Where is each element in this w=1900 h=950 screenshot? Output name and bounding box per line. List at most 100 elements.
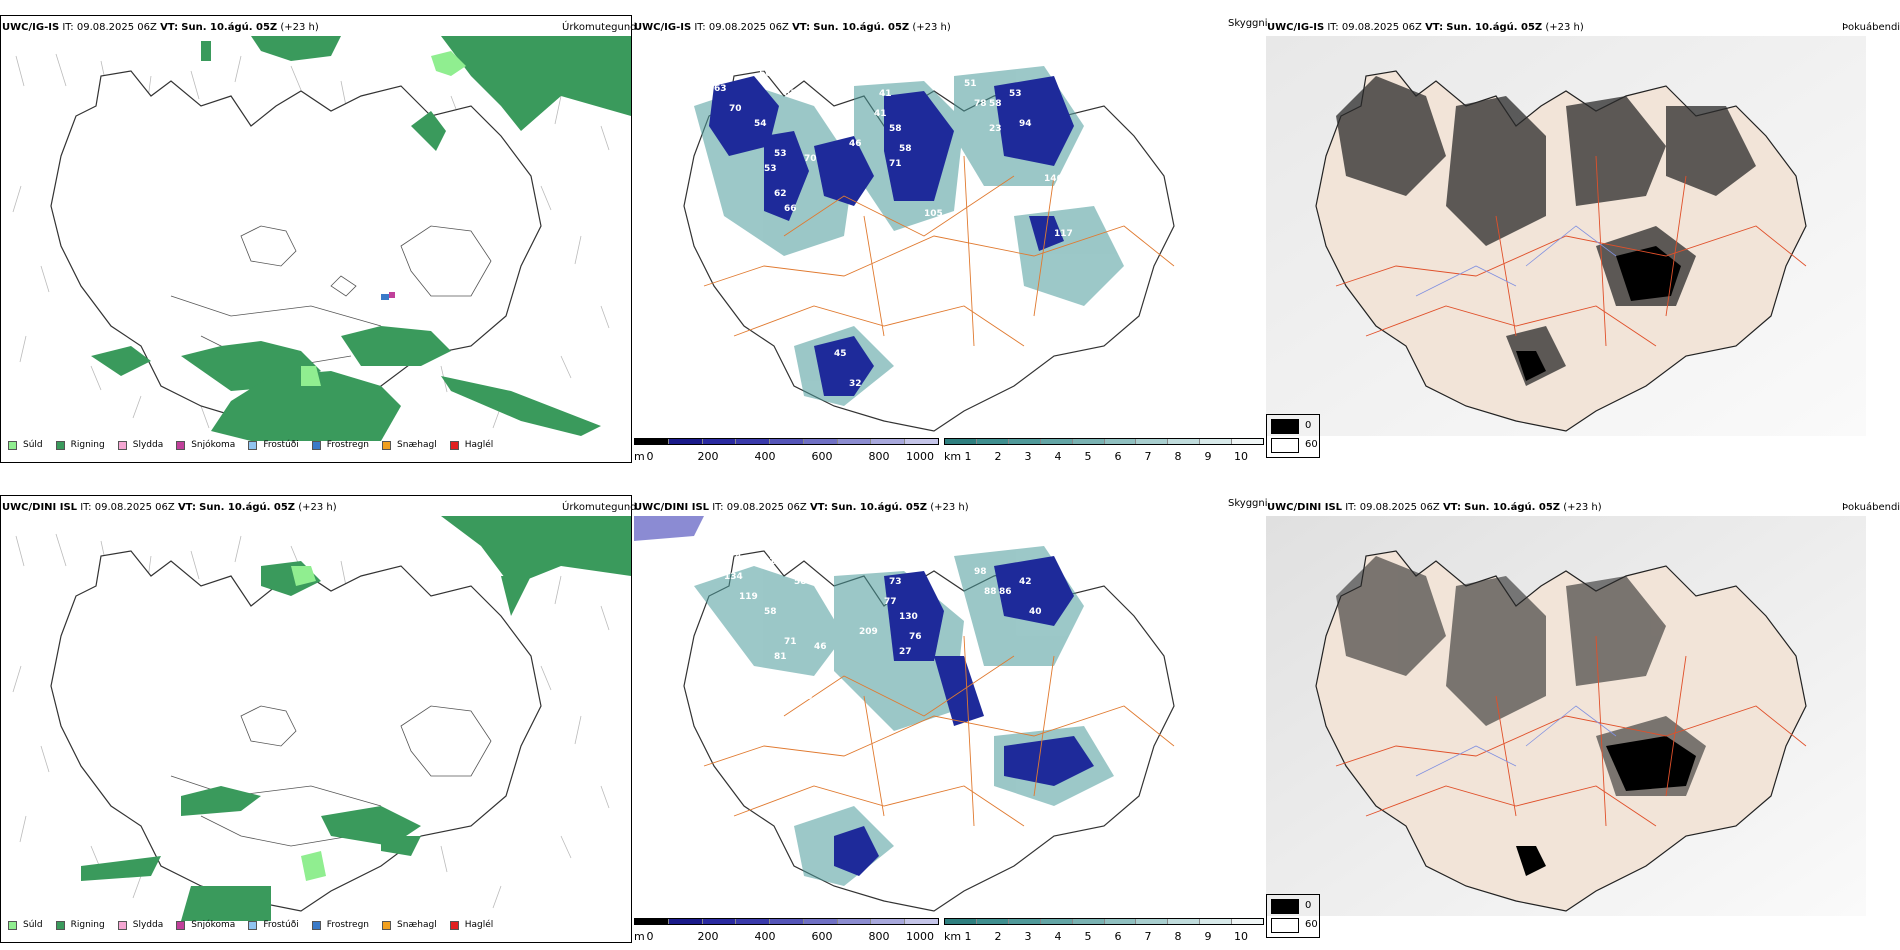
visibility-value-label: 76 xyxy=(909,632,922,642)
visibility-tick: 5 xyxy=(1084,450,1092,463)
visibility-value-label: 73 xyxy=(889,577,902,587)
visibility-value-label: 88 xyxy=(984,587,997,597)
visibility-value-label: 81 xyxy=(784,89,797,99)
visibility-value-label: 62 xyxy=(774,189,787,199)
precip-legend: Súld Rigning Slydda Snjókoma Frostúði Fr… xyxy=(8,920,506,930)
visibility-value-label: 40 xyxy=(1029,607,1042,617)
visibility-tick: 8 xyxy=(1174,450,1182,463)
visibility-value-label: 53 xyxy=(764,164,777,174)
height-colorbar: m 0 200 400 600 800 1000 xyxy=(634,438,939,466)
visibility-value-label: 41 xyxy=(879,89,892,99)
visibility-value-label: 146 xyxy=(1044,174,1063,184)
visibility-value-label: 78 xyxy=(974,99,987,109)
visibility-value-label: 58 xyxy=(989,99,1002,109)
height-tick: 400 xyxy=(754,450,776,463)
height-unit: m xyxy=(634,450,645,463)
visibility-value-label: 63 xyxy=(714,84,727,94)
visibility-value-label: 10 xyxy=(769,557,782,567)
visibility-value-label: 46 xyxy=(814,642,827,652)
legend-item: Slydda xyxy=(117,440,163,450)
visibility-tick: 1 xyxy=(964,450,972,463)
visibility-value-label: 71 xyxy=(784,637,797,647)
legend-item: Súld xyxy=(8,440,43,450)
visibility-tick: 10 xyxy=(1234,450,1248,463)
legend-item: Snæhagl xyxy=(382,440,437,450)
visibility-value-label: 130 xyxy=(899,612,918,622)
visibility-value-label: 62 xyxy=(844,319,857,329)
visibility-value-label: 77 xyxy=(884,597,897,607)
visibility-header: UWC/IG-IS IT: 09.08.2025 06Z VT: Sun. 10… xyxy=(634,22,951,33)
visibility-title: Skyggni xyxy=(1228,498,1268,509)
visibility-tick: 3 xyxy=(1024,930,1032,943)
legend-item: Snjókoma xyxy=(176,920,235,930)
visibility-value-label: 80 xyxy=(784,677,797,687)
fog-legend: 0 60 xyxy=(1266,414,1320,458)
precip-legend: Súld Rigning Slydda Snjókoma Frostúði Fr… xyxy=(8,440,506,450)
visibility-colorbar: km 1 2 3 4 5 6 7 8 9 10 xyxy=(944,918,1264,946)
visibility-tick: 9 xyxy=(1204,930,1212,943)
visibility-colorbar: km 1 2 3 4 5 6 7 8 9 10 xyxy=(944,438,1264,466)
visibility-header: UWC/DINI ISL IT: 09.08.2025 06Z VT: Sun.… xyxy=(634,502,969,513)
height-tick: 0 xyxy=(646,450,654,463)
visibility-tick: 6 xyxy=(1114,930,1122,943)
visibility-title: Skyggni xyxy=(1228,18,1268,29)
visibility-tick: 4 xyxy=(1054,930,1062,943)
precip-map[interactable] xyxy=(1,36,631,441)
visibility-tick: 3 xyxy=(1024,450,1032,463)
precip-map-frame xyxy=(0,15,632,463)
row-2: UWC/DINI ISL IT: 09.08.2025 06Z VT: Sun.… xyxy=(0,480,1900,950)
precip-map-frame xyxy=(0,495,632,943)
legend-item: Rigning xyxy=(55,920,105,930)
visibility-tick: 9 xyxy=(1204,450,1212,463)
row-1: UWC/IG-IS IT: 09.08.2025 06Z VT: Sun. 10… xyxy=(0,0,1900,470)
visibility-value-label: 117 xyxy=(1054,229,1073,239)
visibility-value-label: 54 xyxy=(754,119,767,129)
fog-title: Þokuábendi xyxy=(1842,502,1900,513)
visibility-value-label: 209 xyxy=(859,627,878,637)
legend-item: Rigning xyxy=(55,440,105,450)
height-tick: 200 xyxy=(697,930,719,943)
height-tick: 400 xyxy=(754,930,776,943)
visibility-value-label: 42 xyxy=(1019,577,1032,587)
visibility-tick: 8 xyxy=(1174,930,1182,943)
visibility-tick: 2 xyxy=(994,450,1002,463)
visibility-tick: 5 xyxy=(1084,930,1092,943)
legend-item: Frostúði xyxy=(248,440,299,450)
height-tick: 0 xyxy=(646,930,654,943)
visibility-value-label: 86 xyxy=(999,587,1012,597)
fog-header: UWC/DINI ISL IT: 09.08.2025 06Z VT: Sun.… xyxy=(1267,502,1602,513)
fog-legend: 0 60 xyxy=(1266,894,1320,938)
precip-map[interactable] xyxy=(1,516,631,921)
visibility-value-label: 105 xyxy=(924,209,943,219)
visibility-value-label: 119 xyxy=(739,592,758,602)
visibility-value-label: 76 xyxy=(734,49,747,59)
visibility-value-label: 70 xyxy=(729,104,742,114)
visibility-value-label: 27 xyxy=(899,647,912,657)
height-tick: 200 xyxy=(697,450,719,463)
visibility-tick: 6 xyxy=(1114,450,1122,463)
precip-header: UWC/DINI ISL IT: 09.08.2025 06Z VT: Sun.… xyxy=(2,502,337,513)
visibility-value-label: 23 xyxy=(989,124,1002,134)
legend-item: Snjókoma xyxy=(176,440,235,450)
visibility-value-label: 134 xyxy=(724,572,743,582)
visibility-tick: 1 xyxy=(964,930,972,943)
legend-item: Frostúði xyxy=(248,920,299,930)
visibility-value-label: 80 xyxy=(719,64,732,74)
fog-map[interactable] xyxy=(1266,516,1866,916)
height-tick: 800 xyxy=(868,450,890,463)
visibility-tick: 7 xyxy=(1144,450,1152,463)
height-tick: 800 xyxy=(868,930,890,943)
visibility-value-label: 209 xyxy=(794,692,813,702)
visibility-value-label: 98 xyxy=(974,567,987,577)
fog-map[interactable] xyxy=(1266,36,1866,436)
visibility-value-label: 94 xyxy=(1019,119,1032,129)
legend-item: Haglél xyxy=(449,920,493,930)
visibility-value-label: 58 xyxy=(899,144,912,154)
visibility-tick: 4 xyxy=(1054,450,1062,463)
visibility-value-label: 81 xyxy=(774,652,787,662)
visibility-value-label: 71 xyxy=(889,159,902,169)
